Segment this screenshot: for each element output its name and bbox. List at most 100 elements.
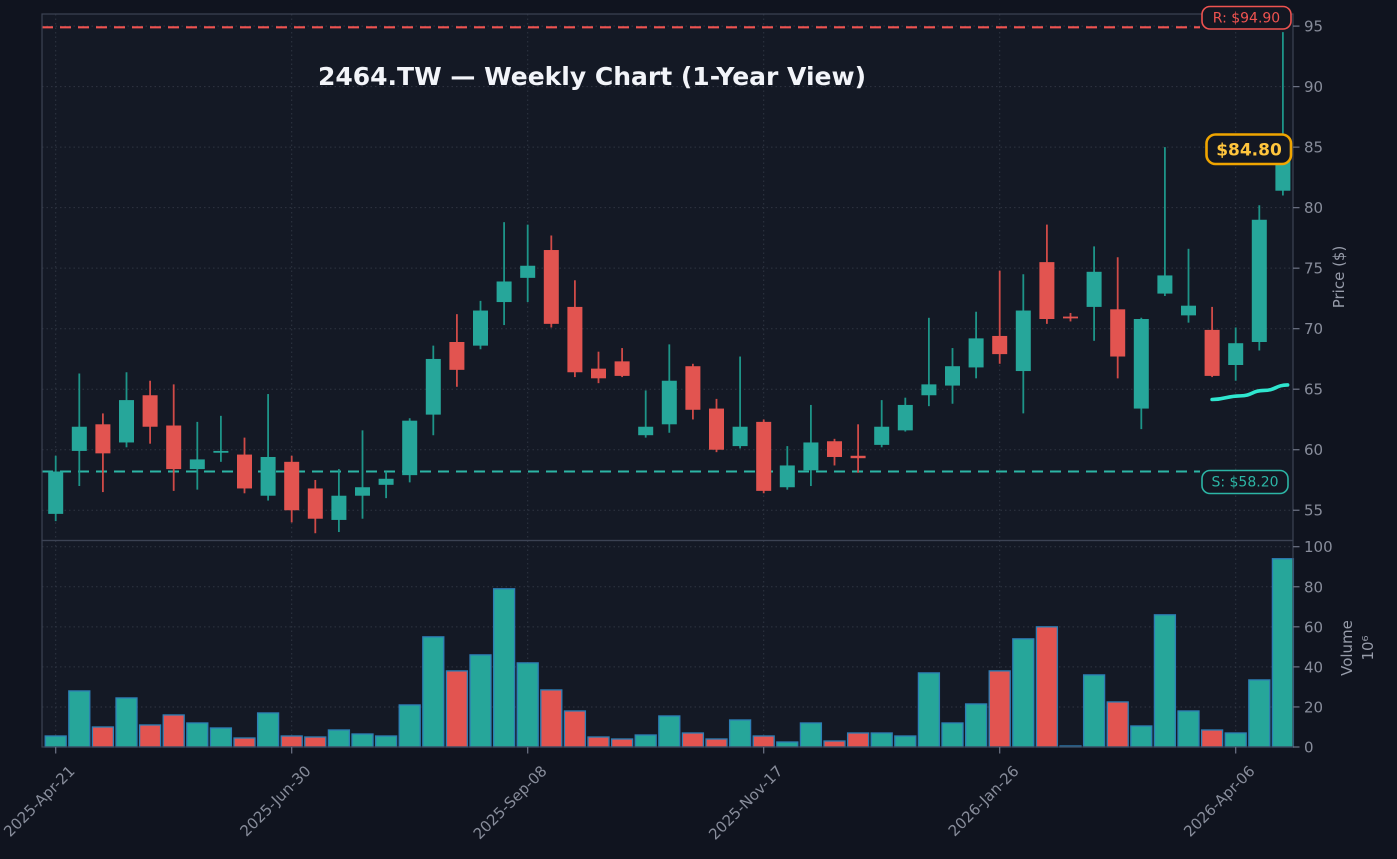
volume-bar-2025-12-15 xyxy=(846,732,870,748)
candle-2025-06-16 xyxy=(237,437,252,494)
candle-2025-11-17 xyxy=(756,419,772,494)
price-tick-label: 95 xyxy=(1304,18,1323,36)
volume-bar-2026-03-09 xyxy=(1130,725,1153,748)
volume-bar-2025-09-22 xyxy=(563,710,587,748)
candle-2025-10-20 xyxy=(661,344,677,433)
price-tick-label: 85 xyxy=(1304,139,1323,157)
candle-2026-01-26 xyxy=(992,270,1008,364)
volume-bar-2026-02-02 xyxy=(1012,638,1035,748)
volume-bar-2026-02-09 xyxy=(1035,626,1059,748)
candle-2025-07-21 xyxy=(355,430,370,519)
volume-tick-label: 0 xyxy=(1304,739,1314,757)
volume-bar-2026-03-30 xyxy=(1200,729,1224,748)
price-tick-label: 90 xyxy=(1304,78,1323,96)
candle-2025-05-19 xyxy=(142,380,158,444)
volume-bar-2025-06-02 xyxy=(186,722,209,748)
price-panel xyxy=(42,14,1293,541)
volume-bar-2025-06-23 xyxy=(256,712,280,748)
volume-bar-2026-02-23 xyxy=(1082,674,1106,748)
volume-bar-2026-01-26 xyxy=(988,670,1011,748)
volume-bar-2025-09-01 xyxy=(492,588,516,748)
price-tick-label: 65 xyxy=(1304,381,1323,399)
candle-2025-10-06 xyxy=(614,348,630,378)
candle-2025-07-14 xyxy=(331,469,347,533)
candle-2025-06-02 xyxy=(189,421,205,490)
candle-2025-12-01 xyxy=(803,404,819,487)
volume-bar-2025-07-28 xyxy=(374,735,398,748)
volume-panel-border xyxy=(41,539,1294,748)
volume-bar-2025-11-03 xyxy=(705,738,728,748)
volume-bar-2025-08-18 xyxy=(445,670,469,748)
chart-title: 2464.TW — Weekly Chart (1-Year View) xyxy=(318,62,866,91)
candle-2026-01-05 xyxy=(921,317,937,407)
volume-bar-2025-07-14 xyxy=(327,729,351,748)
support-label: S: $58.20 xyxy=(1201,469,1289,495)
candle-2026-03-30 xyxy=(1204,306,1220,378)
candle-2025-12-22 xyxy=(874,400,890,448)
volume-bar-2025-09-29 xyxy=(587,736,610,748)
volume-bar-2025-07-21 xyxy=(351,733,374,748)
volume-tick-label: 20 xyxy=(1304,698,1323,716)
volume-bar-2025-06-09 xyxy=(209,727,233,748)
volume-bar-2026-04-06 xyxy=(1224,732,1247,748)
volume-tick-label: 40 xyxy=(1304,658,1323,676)
volume-bar-2025-11-17 xyxy=(752,735,775,748)
volume-bar-2025-06-16 xyxy=(233,737,256,748)
volume-bar-2025-11-24 xyxy=(776,741,799,748)
candle-2025-07-28 xyxy=(378,471,394,499)
candle-2025-04-21 xyxy=(48,455,64,522)
volume-bar-2026-03-16 xyxy=(1153,614,1177,748)
trend-curve xyxy=(1210,383,1290,402)
volume-bar-2025-05-12 xyxy=(115,697,138,748)
volume-bar-2025-08-11 xyxy=(422,636,445,748)
candle-2025-11-10 xyxy=(732,356,748,449)
volume-bar-2025-05-19 xyxy=(138,724,162,748)
price-tick-label: 70 xyxy=(1304,320,1323,338)
volume-bar-2025-07-07 xyxy=(304,736,327,748)
candle-2026-02-02 xyxy=(1015,274,1031,414)
volume-bar-2025-10-06 xyxy=(610,738,634,748)
volume-axis-ticks: 0 20 40 60 80 100 xyxy=(1293,538,1333,757)
price-tick-label: 60 xyxy=(1304,441,1323,459)
volume-bar-2025-04-28 xyxy=(68,690,91,748)
volume-bar-2025-12-29 xyxy=(894,735,917,748)
candle-2025-08-11 xyxy=(425,345,441,436)
support-label-text: S: $58.20 xyxy=(1211,475,1278,491)
volume-bar-2026-01-12 xyxy=(941,722,964,748)
candle-2025-11-24 xyxy=(779,446,795,490)
candle-2025-09-22 xyxy=(567,280,583,378)
candle-2026-03-09 xyxy=(1133,317,1149,430)
candle-2025-10-27 xyxy=(685,363,701,420)
candle-2025-08-25 xyxy=(473,300,488,350)
volume-bar-2026-03-02 xyxy=(1106,701,1129,748)
last-price-text: $84.80 xyxy=(1216,141,1282,161)
candle-2025-12-08 xyxy=(827,438,842,466)
candle-2026-03-02 xyxy=(1110,257,1126,379)
volume-bar-2025-05-05 xyxy=(91,726,115,748)
resistance-label-text: R: $94.90 xyxy=(1213,11,1280,27)
candle-2025-04-28 xyxy=(71,373,87,487)
candle-2025-09-15 xyxy=(543,235,559,328)
price-tick-label: 80 xyxy=(1304,199,1323,217)
volume-bar-2025-08-04 xyxy=(398,704,421,748)
candle-2026-04-13 xyxy=(1251,205,1267,351)
candle-2025-12-15 xyxy=(850,424,866,473)
volume-bar-2025-10-27 xyxy=(681,732,705,748)
volume-bar-2025-06-30 xyxy=(280,735,303,748)
volume-bar-2025-12-08 xyxy=(823,740,846,748)
candle-2025-05-05 xyxy=(95,413,111,493)
candle-2025-07-07 xyxy=(307,479,323,534)
volume-bar-2025-11-10 xyxy=(728,719,752,748)
candle-2025-06-09 xyxy=(213,415,229,462)
volume-bar-2026-04-13 xyxy=(1248,679,1271,748)
candle-2025-09-01 xyxy=(496,222,512,326)
candle-2025-10-13 xyxy=(638,390,654,438)
candle-2025-11-03 xyxy=(709,398,724,453)
candle-2026-01-19 xyxy=(968,311,984,379)
candle-2026-02-16 xyxy=(1063,312,1078,322)
candle-2025-05-26 xyxy=(166,384,182,491)
candle-2025-06-30 xyxy=(284,455,300,523)
volume-bar-2026-01-05 xyxy=(917,672,941,748)
price-axis-ticks: 55 60 65 70 75 80 85 90 95 xyxy=(1293,18,1323,520)
